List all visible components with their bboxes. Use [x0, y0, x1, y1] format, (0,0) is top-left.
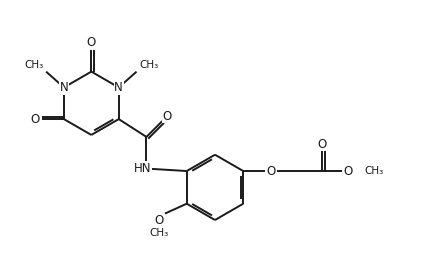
- Text: O: O: [318, 138, 327, 151]
- Text: O: O: [344, 165, 353, 178]
- Text: CH₃: CH₃: [149, 228, 169, 238]
- Text: CH₃: CH₃: [364, 166, 383, 176]
- Text: O: O: [87, 36, 96, 50]
- Text: CH₃: CH₃: [24, 60, 43, 70]
- Text: O: O: [155, 214, 163, 227]
- Text: N: N: [114, 81, 123, 94]
- Text: HN: HN: [134, 162, 151, 175]
- Text: O: O: [31, 112, 40, 126]
- Text: O: O: [163, 110, 172, 123]
- Text: CH₃: CH₃: [140, 60, 159, 70]
- Text: N: N: [59, 81, 68, 94]
- Text: O: O: [266, 165, 276, 178]
